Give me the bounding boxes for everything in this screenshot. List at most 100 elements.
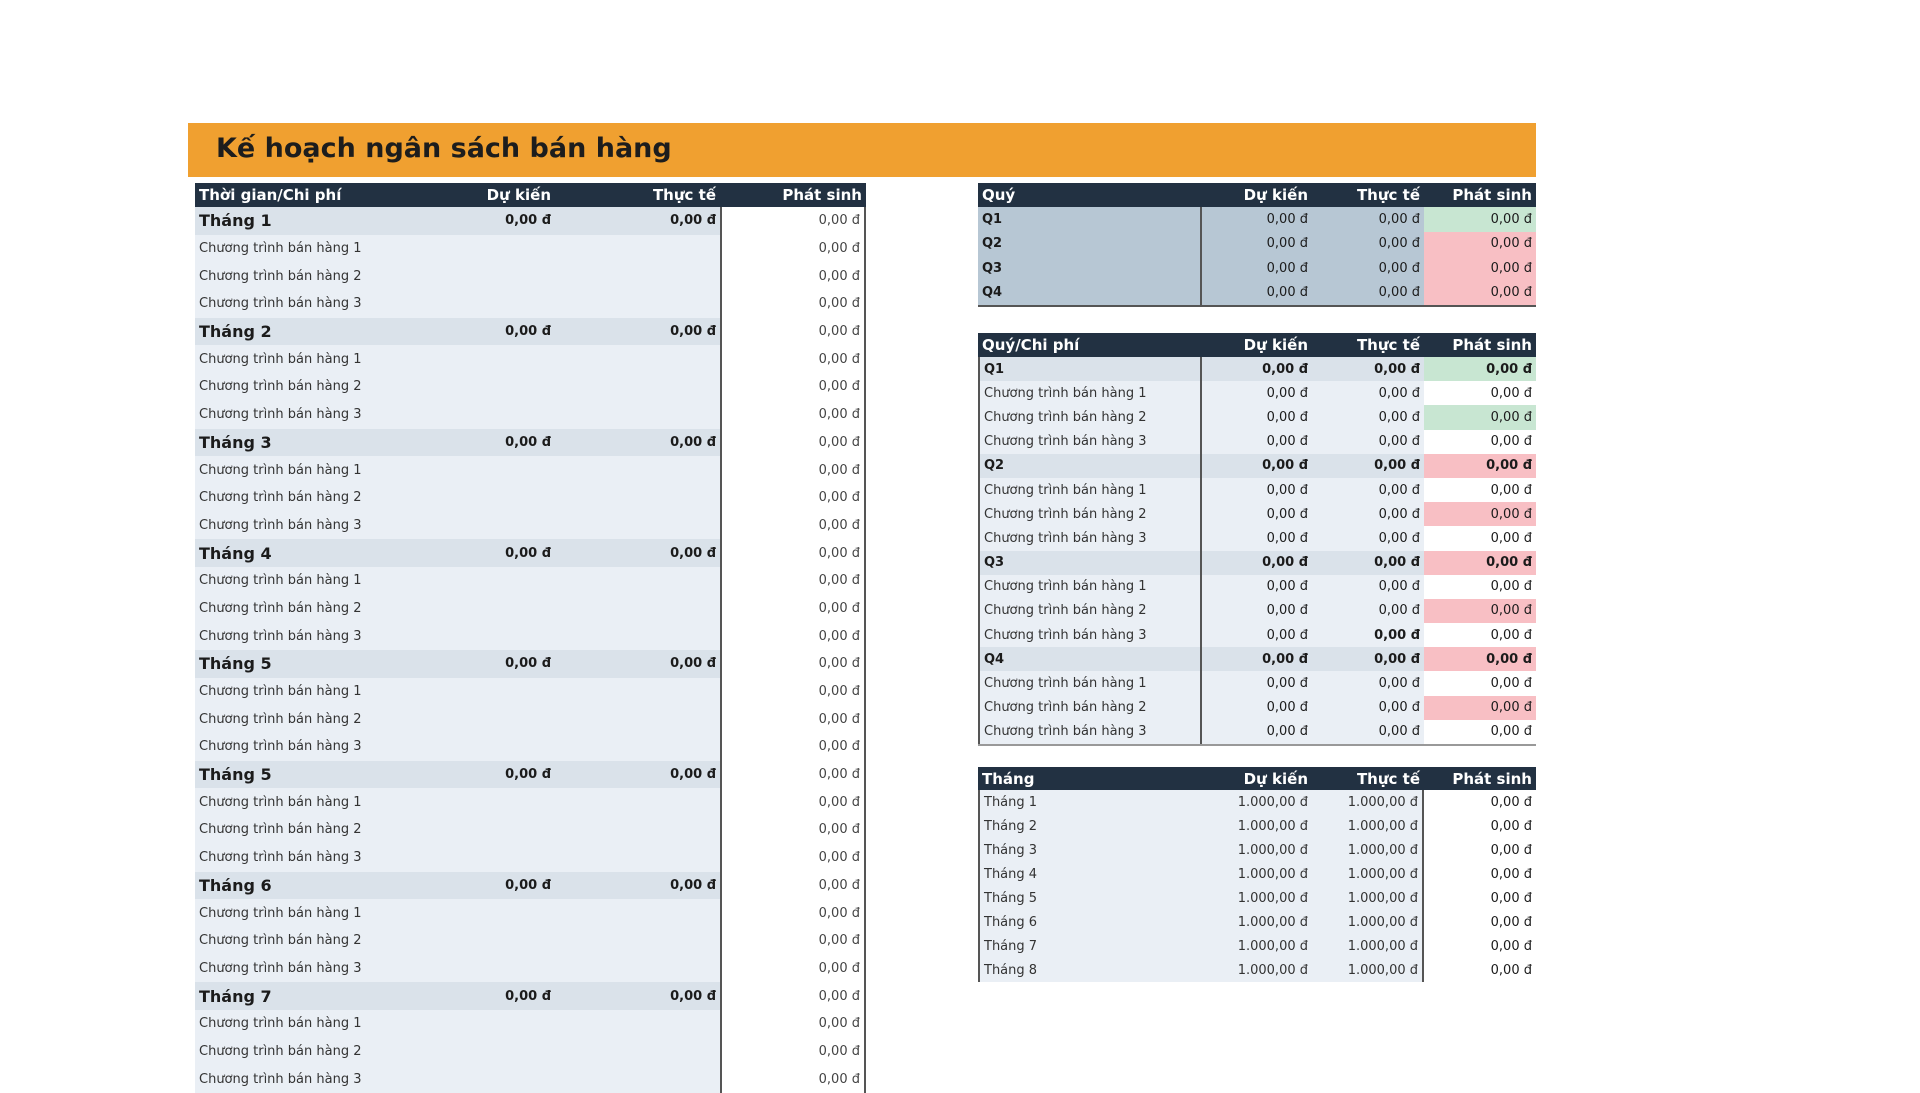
table-cell[interactable]: 0,00 đ [720, 982, 866, 1010]
table-cell[interactable]: 0,00 đ [720, 760, 866, 789]
table-cell[interactable]: 0,00 đ [1424, 719, 1536, 744]
program-label[interactable]: Chương trình bán hàng 3 [199, 296, 362, 312]
program-label[interactable]: Chương trình bán hàng 3 [199, 960, 362, 976]
table-cell[interactable] [435, 595, 555, 623]
column-header[interactable]: Thực tế [1356, 769, 1420, 788]
table-cell[interactable]: 0,00 đ [1424, 790, 1536, 814]
table-cell[interactable]: 0,00 đ [1266, 482, 1308, 498]
table-cell[interactable]: 1.000,00 đ [1312, 934, 1424, 958]
table-cell[interactable] [555, 1038, 720, 1066]
table-cell[interactable] [555, 1065, 720, 1093]
table-cell[interactable] [435, 290, 555, 318]
column-header[interactable]: Thực tế [1356, 186, 1420, 204]
table-cell[interactable]: 0,00 đ [1266, 260, 1308, 276]
table-cell[interactable] [435, 899, 555, 927]
program-label[interactable]: Chương trình bán hàng 1 [199, 684, 362, 700]
table-cell[interactable]: 0,00 đ [720, 317, 866, 346]
table-cell[interactable]: 0,00 đ [1266, 434, 1308, 450]
column-header[interactable]: Quý [982, 186, 1016, 204]
program-label[interactable]: Chương trình bán hàng 3 [199, 628, 362, 644]
table-cell[interactable]: 0,00 đ [670, 656, 716, 672]
table-cell[interactable]: 0,00 đ [1424, 405, 1536, 430]
table-cell[interactable] [435, 1038, 555, 1066]
quarter-label[interactable]: Q4 [978, 647, 1202, 672]
table-cell[interactable]: 0,00 đ [670, 988, 716, 1004]
month-label[interactable]: Tháng 6 [199, 875, 272, 895]
table-cell[interactable] [555, 788, 720, 816]
quarter-label[interactable]: Q1 [978, 357, 1202, 382]
table-cell[interactable]: 0,00 đ [720, 1037, 866, 1066]
table-cell[interactable] [435, 484, 555, 512]
table-cell[interactable]: 1.000,00 đ [1237, 890, 1308, 906]
table-cell[interactable] [435, 401, 555, 429]
table-cell[interactable]: 0,00 đ [720, 566, 866, 595]
table-cell[interactable]: 0,00 đ [720, 234, 866, 263]
column-header[interactable]: Thực tế [652, 186, 716, 204]
table-cell[interactable]: 0,00 đ [1424, 231, 1536, 256]
table-cell[interactable]: 0,00 đ [720, 207, 866, 235]
table-cell[interactable]: 0,00 đ [1266, 285, 1308, 301]
table-cell[interactable] [555, 345, 720, 373]
table-cell[interactable]: 0,00 đ [1266, 700, 1308, 716]
table-cell[interactable]: 1.000,00 đ [1312, 862, 1424, 886]
table-cell[interactable] [435, 816, 555, 844]
table-cell[interactable] [435, 373, 555, 401]
program-label[interactable]: Chương trình bán hàng 3 [978, 719, 1202, 744]
table-cell[interactable]: 0,00 đ [720, 262, 866, 291]
table-cell[interactable]: 1.000,00 đ [1312, 910, 1424, 934]
program-label[interactable]: Chương trình bán hàng 1 [199, 905, 362, 921]
month-label[interactable]: Tháng 7 [978, 934, 1202, 958]
table-cell[interactable]: 0,00 đ [720, 539, 866, 567]
column-header[interactable]: Dự kiến [1243, 336, 1308, 354]
table-cell[interactable]: 0,00 đ [1424, 862, 1536, 886]
table-cell[interactable]: 0,00 đ [1262, 651, 1308, 667]
table-cell[interactable]: 0,00 đ [1262, 458, 1308, 474]
table-cell[interactable]: 1.000,00 đ [1312, 958, 1424, 982]
quarter-label[interactable]: Q2 [978, 453, 1202, 478]
program-label[interactable]: Chương trình bán hàng 3 [978, 623, 1202, 648]
table-cell[interactable]: 1.000,00 đ [1237, 794, 1308, 810]
program-label[interactable]: Chương trình bán hàng 1 [199, 462, 362, 478]
table-cell[interactable]: 0,00 đ [720, 373, 866, 401]
table-cell[interactable] [435, 733, 555, 761]
table-cell[interactable] [435, 512, 555, 540]
table-cell[interactable] [555, 733, 720, 761]
table-cell[interactable]: 1.000,00 đ [1237, 842, 1308, 858]
table-cell[interactable]: 0,00 đ [1374, 458, 1420, 474]
program-label[interactable]: Chương trình bán hàng 1 [199, 351, 362, 367]
table-cell[interactable] [555, 373, 720, 401]
table-cell[interactable] [555, 899, 720, 927]
table-cell[interactable]: 0,00 đ [720, 290, 866, 318]
table-cell[interactable]: 0,00 đ [720, 483, 866, 512]
table-cell[interactable]: 0,00 đ [720, 400, 866, 429]
table-cell[interactable] [435, 1010, 555, 1038]
program-label[interactable]: Chương trình bán hàng 3 [978, 429, 1202, 454]
program-label[interactable]: Chương trình bán hàng 3 [978, 526, 1202, 551]
table-cell[interactable]: 0,00 đ [720, 899, 866, 927]
table-cell[interactable] [435, 788, 555, 816]
program-label[interactable]: Chương trình bán hàng 3 [199, 739, 362, 755]
table-cell[interactable]: 1.000,00 đ [1237, 866, 1308, 882]
table-cell[interactable]: 0,00 đ [1266, 627, 1308, 643]
column-header[interactable]: Phát sinh [1452, 769, 1532, 788]
table-cell[interactable]: 1.000,00 đ [1312, 790, 1424, 814]
table-cell[interactable]: 0,00 đ [1266, 724, 1308, 740]
month-label[interactable]: Tháng 8 [978, 958, 1202, 982]
table-cell[interactable]: 0,00 đ [1424, 477, 1536, 503]
program-label[interactable]: Chương trình bán hàng 2 [199, 711, 362, 727]
program-label[interactable]: Chương trình bán hàng 1 [199, 794, 362, 810]
table-cell[interactable]: 0,00 đ [720, 677, 866, 706]
table-cell[interactable]: 1.000,00 đ [1237, 914, 1308, 930]
program-label[interactable]: Chương trình bán hàng 2 [199, 933, 362, 949]
table-cell[interactable]: 0,00 đ [1378, 385, 1420, 401]
month-label[interactable]: Tháng 5 [978, 886, 1202, 910]
column-header[interactable]: Thực tế [1356, 336, 1420, 354]
program-label[interactable]: Chương trình bán hàng 2 [199, 822, 362, 838]
table-cell[interactable]: 0,00 đ [1424, 838, 1536, 862]
table-cell[interactable]: 0,00 đ [505, 213, 551, 229]
program-label[interactable]: Chương trình bán hàng 2 [199, 490, 362, 506]
table-cell[interactable]: 0,00 đ [505, 545, 551, 561]
table-cell[interactable] [555, 705, 720, 733]
program-label[interactable]: Chương trình bán hàng 3 [199, 850, 362, 866]
table-cell[interactable]: 0,00 đ [1424, 502, 1536, 527]
